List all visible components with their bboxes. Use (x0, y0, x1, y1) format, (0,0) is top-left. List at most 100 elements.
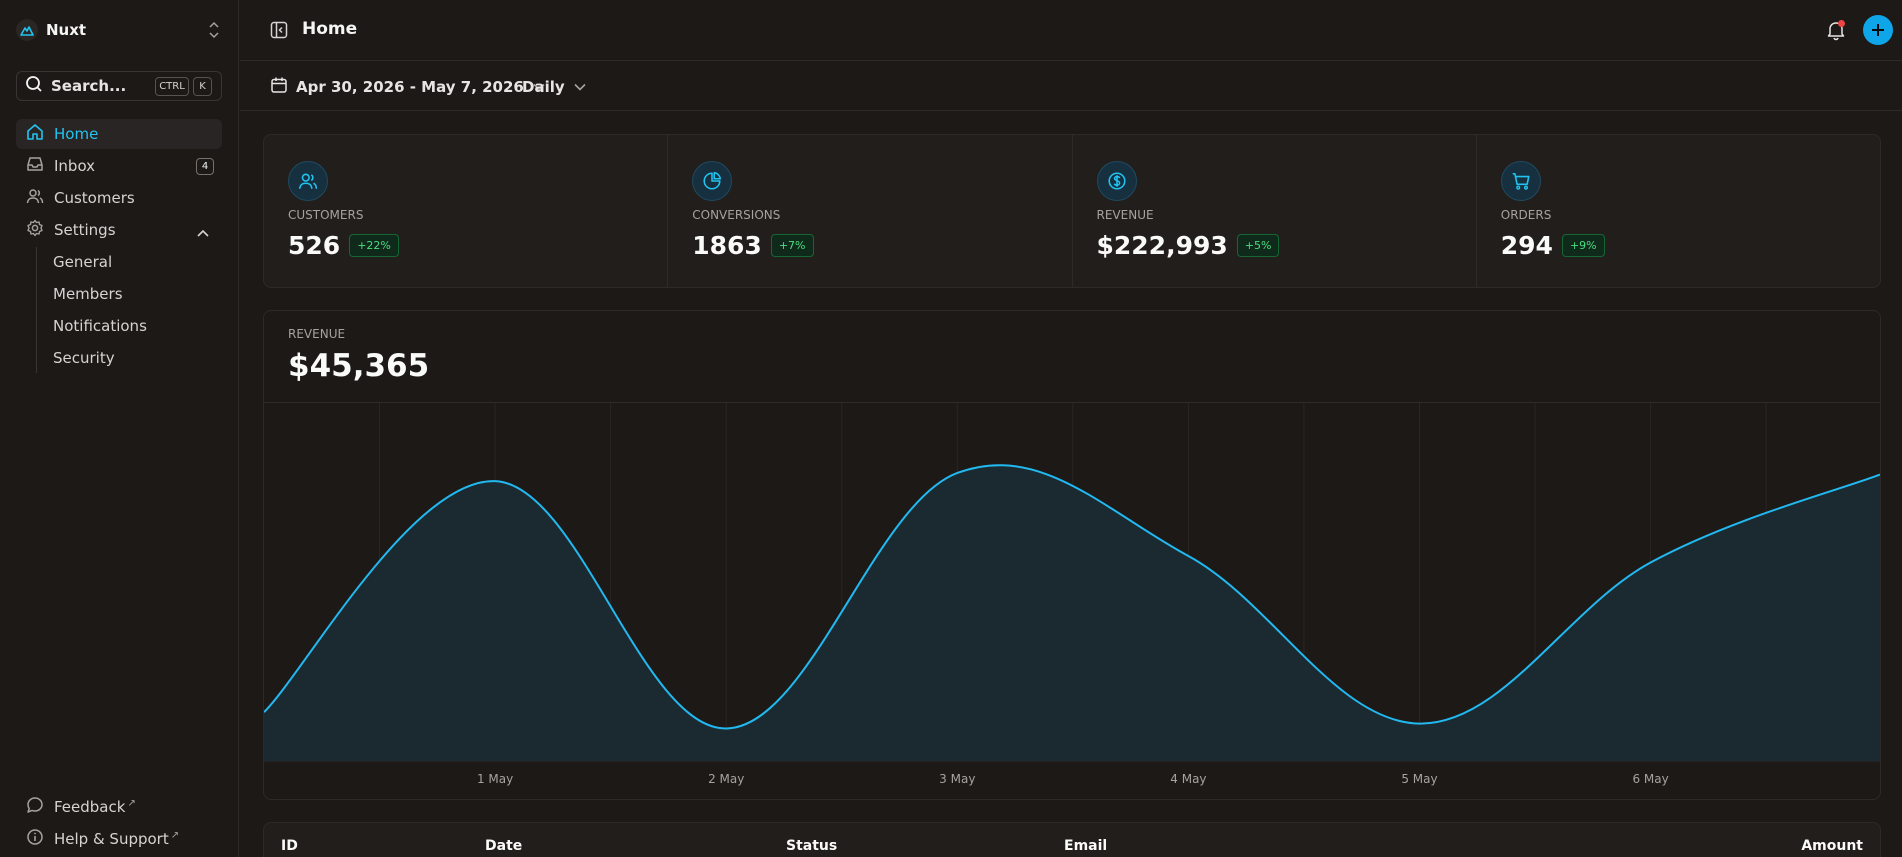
page-header: Home (240, 0, 1902, 61)
sidebar-collapse-icon[interactable] (270, 21, 288, 39)
chevron-up-icon[interactable] (196, 224, 210, 242)
revenue-area (264, 465, 1880, 761)
team-name: Nuxt (46, 21, 87, 39)
stat-value: $222,993 (1096, 231, 1228, 260)
data-point (493, 479, 497, 483)
revenue-chart-card: REVENUE $45,365 1 May 2 May 3 May 4 May 5 Ma… (263, 310, 1881, 800)
sidebar-item-members[interactable]: Members (53, 285, 123, 303)
period-select[interactable]: Daily (522, 75, 587, 99)
chart-total-value: $45,365 (288, 348, 430, 384)
x-tick-label: 5 May (1401, 772, 1437, 786)
x-tick-label: 2 May (708, 772, 744, 786)
bell-icon[interactable] (1825, 19, 1847, 41)
help-support-label: Help & Support ↗ (54, 830, 180, 848)
plus-icon (1872, 24, 1884, 36)
sidebar: Nuxt Search... CTRL K Home Inbox 4 (0, 0, 239, 857)
stat-change-badge: +5% (1236, 234, 1280, 257)
stat-label: Orders (1500, 208, 1552, 222)
dollar-circle-icon (1096, 161, 1137, 201)
sidebar-item-label: Customers (54, 189, 135, 207)
gear-icon (26, 219, 44, 241)
stat-value: 526 (288, 231, 341, 260)
sidebar-nav: Home Inbox 4 Customers Settings Genera (16, 119, 222, 375)
cart-icon (1500, 161, 1541, 201)
x-tick-label: 6 May (1632, 772, 1668, 786)
data-point (955, 471, 959, 475)
sidebar-item-general[interactable]: General (53, 253, 113, 271)
help-support-link[interactable]: Help & Support ↗ (16, 824, 222, 854)
x-tick-label: 4 May (1170, 772, 1206, 786)
sidebar-item-notifications[interactable]: Notifications (53, 317, 147, 335)
column-header-date[interactable]: Date (485, 838, 523, 854)
search-button[interactable]: Search... CTRL K (16, 71, 222, 101)
sidebar-item-home[interactable]: Home (16, 119, 222, 149)
dashboard-toolbar: Apr 30, 2026 - May 7, 2026 Daily (240, 62, 1902, 111)
inbox-icon (26, 155, 44, 177)
team-switcher[interactable]: Nuxt (16, 14, 222, 46)
date-range-label: Apr 30, 2026 - May 7, 2026 (296, 78, 524, 96)
chart-label: REVENUE (288, 327, 346, 341)
stat-change-badge: +7% (770, 234, 814, 257)
sidebar-item-inbox[interactable]: Inbox 4 (16, 151, 222, 181)
column-header-status[interactable]: Status (786, 838, 838, 854)
sidebar-item-security[interactable]: Security (53, 349, 115, 367)
stat-value: 294 (1500, 231, 1553, 260)
date-range-picker[interactable]: Apr 30, 2026 - May 7, 2026 (270, 75, 546, 99)
external-link-icon: ↗ (170, 830, 180, 841)
home-icon (26, 123, 44, 145)
inbox-count-badge: 4 (196, 158, 214, 175)
divider (264, 402, 1880, 403)
column-header-email[interactable]: Email (1064, 838, 1108, 854)
sidebar-item-label: Home (54, 125, 99, 143)
stat-card-orders[interactable]: Orders 294 +9% (1477, 135, 1880, 287)
nuxt-logo-icon (16, 19, 38, 41)
data-point (724, 726, 728, 730)
sidebar-item-label: Inbox (54, 157, 96, 175)
revenue-line (264, 464, 1880, 730)
chevron-down-icon (532, 78, 546, 96)
column-header-id[interactable]: ID (281, 838, 298, 854)
stat-value: 1863 (692, 231, 762, 260)
stat-label: Conversions (692, 208, 781, 222)
stat-change-badge: +22% (349, 234, 399, 257)
pie-chart-icon (692, 161, 733, 201)
feedback-link[interactable]: Feedback ↗ (16, 792, 222, 822)
data-point (1418, 722, 1422, 726)
x-tick-label: 1 May (477, 772, 513, 786)
page-title: Home (302, 19, 358, 39)
chevron-down-icon (573, 78, 587, 96)
kbd-k: K (193, 77, 212, 96)
sidebar-item-customers[interactable]: Customers (16, 183, 222, 213)
search-icon (25, 75, 43, 97)
x-tick-label: 3 May (939, 772, 975, 786)
sidebar-item-settings[interactable]: Settings (16, 215, 222, 245)
feedback-label: Feedback ↗ (54, 798, 136, 816)
sidebar-item-label: Settings (54, 221, 116, 239)
stat-card-customers[interactable]: Customers 526 +22% (264, 135, 669, 287)
chevron-up-down-icon[interactable] (206, 20, 222, 40)
users-icon (288, 161, 328, 201)
stat-label: Revenue (1096, 208, 1154, 222)
message-icon (26, 796, 44, 818)
sidebar-footer: Feedback ↗ Help & Support ↗ (16, 792, 222, 856)
kbd-ctrl: CTRL (155, 77, 189, 96)
stat-change-badge: +9% (1561, 234, 1605, 257)
info-icon (26, 828, 44, 850)
notification-dot (1838, 20, 1845, 27)
stat-card-revenue[interactable]: Revenue $222,993 +5% (1073, 135, 1477, 287)
stats-grid: Customers 526 +22% Conversions 1863 +7% … (263, 134, 1881, 288)
column-header-amount[interactable]: Amount (1801, 838, 1863, 854)
data-point (1186, 554, 1190, 558)
stat-card-conversions[interactable]: Conversions 1863 +7% (668, 135, 1073, 287)
stat-label: Customers (288, 208, 364, 222)
external-link-icon: ↗ (127, 798, 136, 809)
search-label: Search... (51, 77, 127, 95)
data-point (1649, 560, 1653, 564)
period-label: Daily (522, 78, 565, 96)
orders-table: ID Date Status Email Amount (263, 822, 1881, 857)
revenue-chart[interactable]: 1 May 2 May 3 May 4 May 5 May 6 May (264, 403, 1880, 799)
add-button[interactable] (1863, 15, 1893, 45)
calendar-icon (270, 76, 288, 98)
users-icon (26, 187, 44, 209)
settings-subnav: General Members Notifications Security (36, 247, 222, 373)
